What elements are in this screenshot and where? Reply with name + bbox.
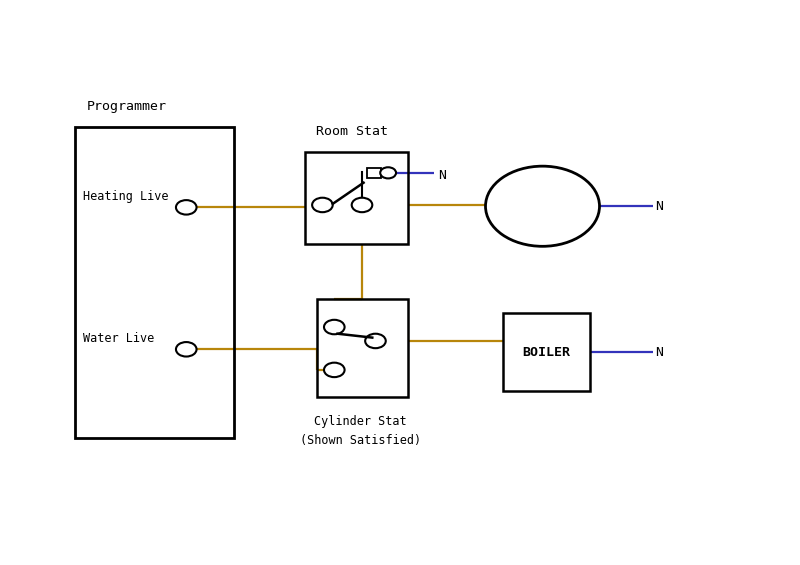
- Text: Heating Live: Heating Live: [83, 190, 169, 203]
- Bar: [366, 168, 381, 179]
- Circle shape: [365, 334, 386, 348]
- Text: BOILER: BOILER: [522, 346, 570, 359]
- Text: N: N: [438, 168, 446, 181]
- Circle shape: [176, 200, 197, 215]
- Bar: [305, 151, 408, 244]
- Text: Water Live: Water Live: [83, 332, 154, 345]
- Text: N: N: [655, 200, 663, 213]
- Circle shape: [380, 167, 396, 179]
- Bar: [503, 313, 590, 391]
- Circle shape: [324, 320, 345, 334]
- Circle shape: [486, 166, 599, 246]
- Text: Programmer: Programmer: [87, 99, 167, 112]
- Text: PUMP: PUMP: [526, 200, 558, 213]
- Circle shape: [312, 198, 333, 212]
- Text: (Shown Satisfied): (Shown Satisfied): [300, 434, 421, 447]
- Text: N: N: [655, 346, 663, 359]
- Text: Room Stat: Room Stat: [317, 125, 389, 138]
- Circle shape: [352, 198, 372, 212]
- Bar: [75, 127, 234, 438]
- Circle shape: [324, 363, 345, 377]
- Text: Cylinder Stat: Cylinder Stat: [314, 415, 406, 428]
- Bar: [317, 299, 408, 397]
- Circle shape: [176, 342, 197, 357]
